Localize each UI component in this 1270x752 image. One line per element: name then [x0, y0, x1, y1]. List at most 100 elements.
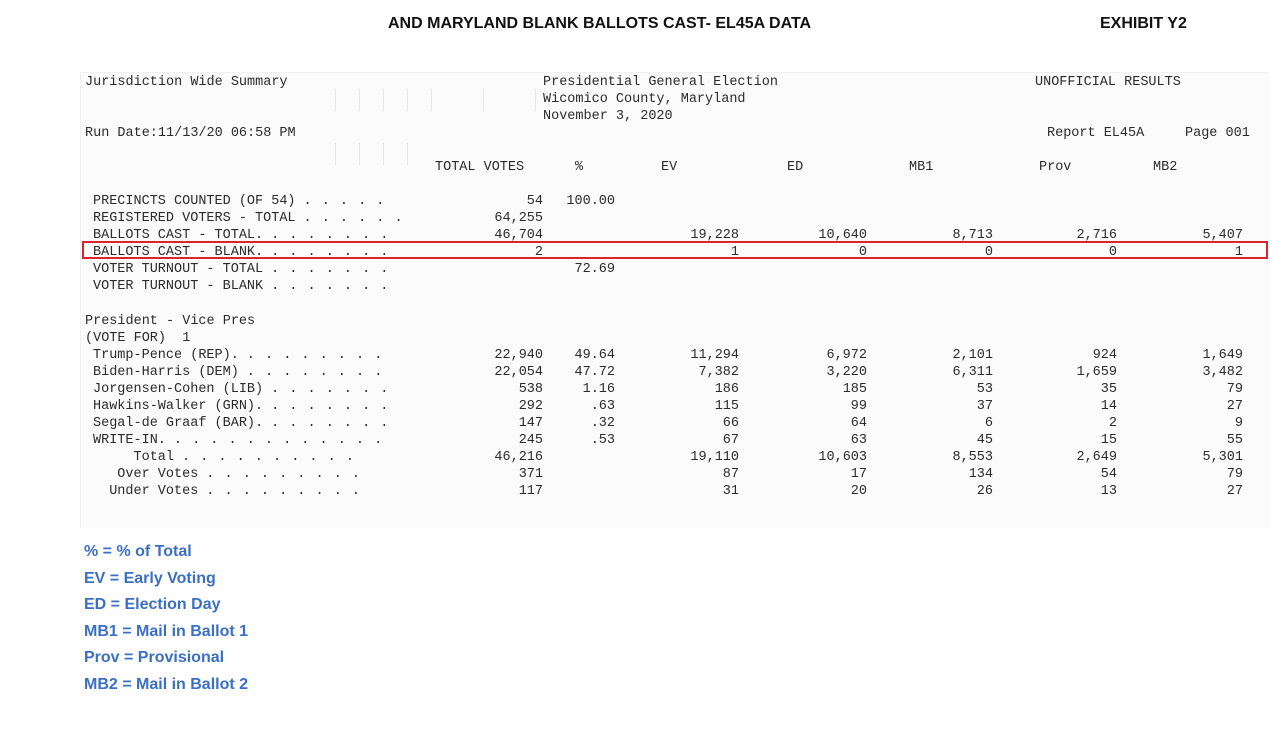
cell-ev: 19,228	[690, 228, 739, 243]
cell-mb1: 2,101	[952, 348, 993, 363]
row-leader-dots: . . . . . . .	[271, 382, 390, 397]
cell-mb1: 134	[968, 467, 993, 482]
cell-total-votes: 538	[518, 382, 543, 397]
row-label: Hawkins-Walker (GRN).	[93, 399, 264, 414]
row-label: BALLOTS CAST - BLANK.	[93, 245, 264, 260]
cell-ed: 185	[842, 382, 867, 397]
row-leader-dots: . . . . . . . .	[246, 348, 384, 363]
table-row: PRECINCTS COUNTED (OF 54) . . . . . 54 100.…	[81, 194, 1270, 210]
row-leader-dots: . . . . . . . . . . . .	[173, 433, 384, 448]
cell-ev: 87	[722, 467, 739, 482]
cell-mb1: 37	[976, 399, 993, 414]
row-leader-dots: . . . . .	[303, 194, 386, 209]
col-header-total-votes: TOTAL VOTES	[435, 160, 525, 175]
cell-mb2: 55	[1226, 433, 1243, 448]
cell-mb1: 8,553	[952, 450, 993, 465]
table-row: Under Votes . . . . . . . . . 117 31 20 26 13 2…	[81, 484, 1270, 500]
col-header-prov: Prov	[1039, 160, 1072, 175]
cell-mb2: 3,482	[1202, 365, 1243, 380]
row-label: Segal-de Graaf (BAR).	[93, 416, 264, 431]
cell-mb1: 8,713	[952, 228, 993, 243]
cell-ed: 17	[850, 467, 867, 482]
row-label: PRECINCTS COUNTED (OF 54)	[93, 194, 296, 209]
table-row: VOTER TURNOUT - BLANK . . . . . . .	[81, 279, 1270, 295]
exhibit-label: EXHIBIT Y2	[1100, 15, 1187, 32]
table-row: Hawkins-Walker (GRN). . . . . . . . 292 .63…	[81, 399, 1270, 415]
table-row: Segal-de Graaf (BAR). . . . . . . . 147 .32…	[81, 416, 1270, 432]
cell-prov: 14	[1100, 399, 1117, 414]
row-leader-dots: . . . . . . .	[271, 228, 390, 243]
cell-mb2: 27	[1226, 484, 1243, 499]
cell-total-votes: 54	[526, 194, 543, 209]
cell-prov: 35	[1100, 382, 1117, 397]
guide-line	[431, 89, 432, 111]
cell-mb2: 79	[1226, 467, 1243, 482]
row-leader-dots: . . . . . . . . .	[206, 467, 362, 482]
cell-ev: 115	[714, 399, 739, 414]
table-row: Total . . . . . . . . . . 46,216 19,110 10,6…	[81, 450, 1270, 466]
guide-line	[407, 89, 408, 111]
cell-total-votes: 64,255	[494, 211, 543, 226]
legend-item: % = % of Total	[84, 543, 192, 560]
legend-item: MB2 = Mail in Ballot 2	[84, 675, 249, 693]
cell-prov: 2	[1108, 416, 1117, 431]
legend-item: Prov = Provisional	[84, 649, 225, 666]
cell-ev: 31	[722, 484, 739, 499]
row-label: Total	[93, 450, 175, 465]
row-label: REGISTERED VOTERS - TOTAL	[93, 211, 296, 226]
blank-ballots-highlight	[82, 241, 1268, 259]
cell-mb2: 1	[1234, 245, 1243, 260]
cell-percent: 72.69	[574, 262, 615, 277]
row-leader-dots: . . . . . . .	[271, 262, 390, 277]
row-label: Trump-Pence (REP).	[93, 348, 239, 363]
cell-prov: 2,649	[1076, 450, 1117, 465]
cell-mb1: 6	[984, 416, 993, 431]
cell-prov: 924	[1092, 348, 1117, 363]
cell-total-votes: 22,054	[494, 365, 543, 380]
cell-ed: 20	[850, 484, 867, 499]
cell-percent: 49.64	[574, 348, 615, 363]
cell-ed: 64	[850, 416, 867, 431]
guide-line	[335, 143, 336, 165]
cell-total-votes: 292	[518, 399, 543, 414]
row-label: VOTER TURNOUT - BLANK	[93, 279, 264, 294]
cell-ev: 11,294	[690, 348, 739, 363]
row-leader-dots: . . . . . . . .	[246, 365, 384, 380]
cell-total-votes: 22,940	[494, 348, 543, 363]
table-row: VOTER TURNOUT - TOTAL . . . . . . . 72.69	[81, 262, 1270, 278]
cell-total-votes: 46,704	[494, 228, 543, 243]
guide-line	[359, 143, 360, 165]
guide-line	[483, 89, 484, 111]
guide-line	[383, 89, 384, 111]
col-header-percent: %	[575, 160, 584, 175]
cell-total-votes: 46,216	[494, 450, 543, 465]
guide-line	[535, 89, 536, 111]
cell-mb1: 26	[976, 484, 993, 499]
cell-percent: .63	[590, 399, 615, 414]
row-label: VOTER TURNOUT - TOTAL	[93, 262, 264, 277]
document-title: AND MARYLAND BLANK BALLOTS CAST- EL45A D…	[388, 15, 812, 32]
row-label: Biden-Harris (DEM)	[93, 365, 239, 380]
cell-ev: 7,382	[698, 365, 739, 380]
report-sheet: Jurisdiction Wide Summary Presidential G…	[80, 72, 1270, 528]
cell-ev: 1	[730, 245, 739, 260]
table-row: BALLOTS CAST - BLANK. . . . . . . . 2 1 0 0 0 1	[81, 245, 1270, 261]
cell-mb2: 1,649	[1202, 348, 1243, 363]
cell-percent: 1.16	[582, 382, 615, 397]
cell-ed: 6,972	[826, 348, 867, 363]
legend-item: MB1 = Mail in Ballot 1	[84, 622, 249, 640]
table-row: Trump-Pence (REP). . . . . . . . . 22,940 4…	[81, 348, 1270, 364]
col-header-mb2: MB2	[1153, 160, 1178, 175]
guide-line	[335, 89, 336, 111]
cell-mb1: 45	[976, 433, 993, 448]
cell-mb1: 6,311	[952, 365, 993, 380]
cell-prov: 0	[1108, 245, 1117, 260]
cell-prov: 15	[1100, 433, 1117, 448]
cell-ed: 3,220	[826, 365, 867, 380]
cell-percent: .32	[590, 416, 615, 431]
cell-mb2: 79	[1226, 382, 1243, 397]
cell-percent: 100.00	[566, 194, 615, 209]
cell-total-votes: 117	[518, 484, 543, 499]
cell-mb1: 0	[984, 245, 993, 260]
cell-ed: 63	[850, 433, 867, 448]
